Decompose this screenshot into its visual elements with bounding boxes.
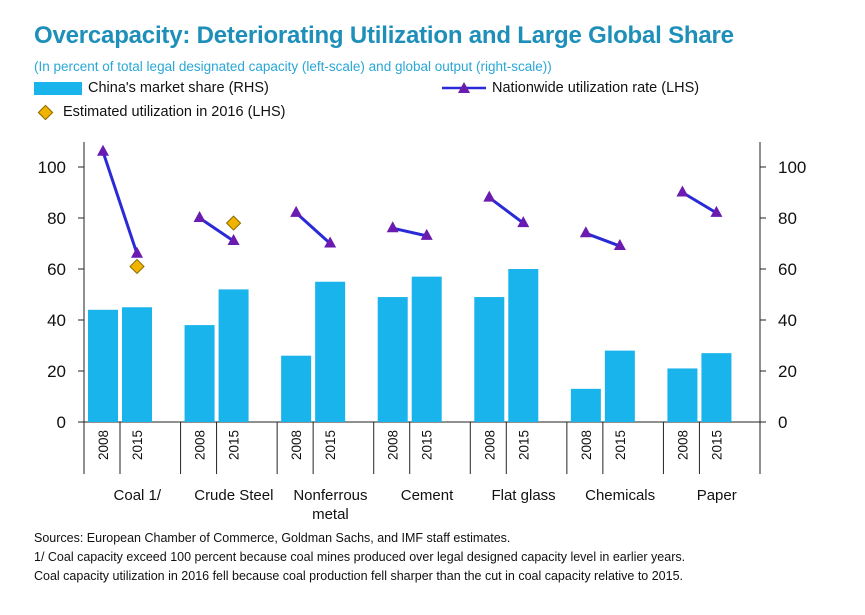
footnote-1: 1/ Coal capacity exceed 100 percent beca… bbox=[34, 550, 686, 564]
utilization-line bbox=[488, 196, 525, 225]
category-label: Coal 1/ bbox=[114, 487, 162, 504]
legend-utilization-label: Nationwide utilization rate (LHS) bbox=[492, 80, 700, 96]
left-tick-label: 60 bbox=[47, 260, 66, 279]
category-label: Crude Steel bbox=[194, 487, 273, 504]
year-tick-label: 2008 bbox=[482, 430, 497, 460]
utilization-marker bbox=[613, 239, 626, 251]
year-tick-label: 2008 bbox=[579, 430, 594, 460]
utilization-line bbox=[585, 231, 621, 248]
utilization-line bbox=[295, 211, 332, 245]
year-tick-label: 2008 bbox=[675, 430, 690, 460]
right-tick-label: 0 bbox=[778, 413, 787, 432]
utilization-marker bbox=[579, 226, 592, 238]
year-tick-label: 2015 bbox=[709, 430, 724, 460]
utilization-marker bbox=[193, 211, 206, 222]
year-tick-label: 2008 bbox=[193, 430, 208, 460]
market-share-bar bbox=[281, 355, 312, 422]
year-tick-label: 2015 bbox=[420, 430, 435, 460]
legend-estimated-label: Estimated utilization in 2016 (LHS) bbox=[63, 104, 286, 120]
market-share-bar bbox=[570, 388, 601, 422]
market-share-bar bbox=[474, 297, 505, 422]
left-tick-label: 100 bbox=[38, 158, 66, 177]
utilization-marker bbox=[290, 205, 303, 217]
chart-subtitle: (In percent of total legal designated ca… bbox=[34, 59, 552, 74]
chart-title: Overcapacity: Deteriorating Utilization … bbox=[34, 22, 734, 49]
legend-market-share-label: China's market share (RHS) bbox=[88, 80, 269, 96]
market-share-bar bbox=[411, 276, 442, 422]
category-label: metal bbox=[312, 506, 349, 523]
footnote-sources: Sources: European Chamber of Commerce, G… bbox=[34, 531, 511, 545]
market-share-bar bbox=[604, 350, 635, 422]
year-tick-label: 2015 bbox=[227, 430, 242, 460]
estimated-utilization-marker bbox=[225, 215, 242, 231]
market-share-bar bbox=[122, 307, 152, 422]
right-tick-label: 60 bbox=[778, 260, 797, 279]
year-tick-label: 2008 bbox=[289, 430, 304, 460]
year-tick-label: 2015 bbox=[516, 430, 531, 460]
year-tick-label: 2008 bbox=[386, 430, 401, 460]
utilization-marker bbox=[97, 144, 109, 156]
market-share-bar bbox=[508, 269, 539, 422]
category-label: Nonferrous bbox=[293, 487, 367, 504]
market-share-bar bbox=[701, 353, 732, 422]
market-share-bar bbox=[377, 297, 408, 422]
utilization-marker bbox=[517, 216, 530, 228]
estimated-utilization-marker bbox=[129, 258, 145, 275]
utilization-marker bbox=[131, 246, 143, 258]
utilization-marker bbox=[324, 236, 337, 248]
right-tick-label: 20 bbox=[778, 362, 797, 381]
year-tick-label: 2015 bbox=[130, 430, 145, 460]
year-tick-label: 2015 bbox=[323, 430, 338, 460]
utilization-marker bbox=[676, 185, 689, 197]
left-tick-label: 40 bbox=[47, 311, 66, 330]
left-tick-label: 20 bbox=[47, 362, 66, 381]
category-label: Flat glass bbox=[491, 487, 555, 504]
footnote-2: Coal capacity utilization in 2016 fell b… bbox=[34, 569, 683, 583]
legend-line-swatch bbox=[442, 82, 486, 93]
utilization-marker bbox=[386, 221, 399, 233]
legend-utilization: Nationwide utilization rate (LHS) bbox=[440, 80, 699, 96]
left-tick-label: 0 bbox=[57, 413, 66, 432]
utilization-marker bbox=[483, 190, 496, 202]
right-tick-label: 40 bbox=[778, 311, 797, 330]
category-label: Cement bbox=[401, 487, 454, 504]
year-tick-label: 2015 bbox=[613, 430, 628, 460]
category-label: Paper bbox=[697, 487, 737, 504]
legend-bar-swatch bbox=[34, 81, 82, 95]
legend-market-share: China's market share (RHS) bbox=[34, 80, 269, 96]
year-tick-label: 2008 bbox=[96, 430, 111, 460]
market-share-bar bbox=[218, 289, 249, 422]
right-tick-label: 80 bbox=[778, 209, 797, 228]
market-share-bar bbox=[315, 281, 346, 422]
utilization-line bbox=[392, 226, 428, 238]
legend-estimated: Estimated utilization in 2016 (LHS) bbox=[34, 104, 285, 120]
utilization-line bbox=[101, 151, 139, 255]
market-share-bar bbox=[184, 325, 215, 422]
utilization-marker bbox=[420, 228, 433, 240]
market-share-bar bbox=[88, 309, 118, 422]
utilization-marker bbox=[227, 233, 240, 245]
utilization-marker bbox=[710, 205, 723, 217]
market-share-bar bbox=[667, 368, 698, 422]
category-label: Chemicals bbox=[585, 487, 655, 504]
right-tick-label: 100 bbox=[778, 158, 806, 177]
left-tick-label: 80 bbox=[47, 209, 66, 228]
